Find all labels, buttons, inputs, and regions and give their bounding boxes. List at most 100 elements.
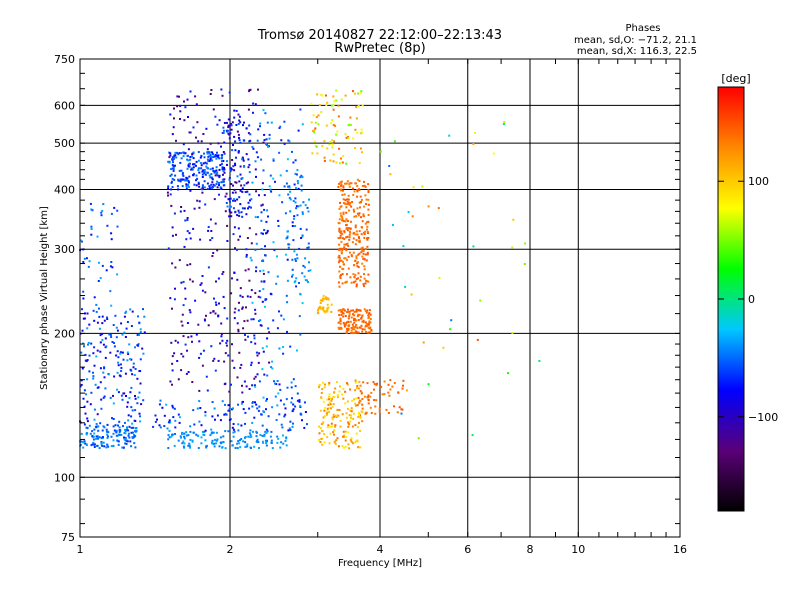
data-point [329,432,332,435]
data-point [354,243,357,246]
data-point [174,154,177,157]
data-point [254,292,257,295]
data-point [345,280,348,283]
data-point [237,122,240,125]
data-point [363,395,366,398]
data-point [304,279,307,282]
data-point [277,437,280,440]
data-point [116,225,119,228]
data-point [338,249,341,252]
data-point [232,184,234,187]
data-point [79,385,82,388]
data-point [293,183,296,186]
data-point [125,327,128,330]
data-point [367,399,370,402]
data-point [209,434,212,437]
data-point [182,355,185,358]
data-point [355,319,358,322]
data-point [342,186,345,189]
data-point [178,152,181,155]
data-point [318,104,321,106]
data-point [104,387,107,390]
data-point [387,391,390,394]
data-point [352,251,355,254]
data-point [327,424,330,427]
data-point [373,399,376,401]
data-point [363,184,366,187]
data-point [352,313,354,316]
data-point [298,399,301,402]
data-point [350,124,352,126]
data-point [233,317,236,320]
data-point [134,395,136,397]
data-point [450,319,453,322]
data-point [132,366,135,369]
data-point [259,324,262,327]
data-point [350,332,353,334]
data-point [123,432,126,434]
data-point [348,209,350,212]
data-point [268,185,271,188]
data-point [213,297,215,300]
data-point [211,178,214,181]
data-point [258,194,260,197]
data-point [364,310,367,312]
data-point [187,185,190,188]
data-point [82,297,85,300]
data-point [317,307,320,310]
data-point [361,185,364,187]
data-point [239,141,242,144]
data-point [103,445,106,448]
data-point [344,390,347,393]
data-point [234,447,237,449]
data-point [356,262,358,265]
data-point [369,326,372,329]
data-point [228,390,231,393]
data-point [294,172,297,175]
data-point [185,372,188,375]
data-point [236,175,239,178]
data-point [223,152,226,155]
data-point [342,213,345,216]
data-point [355,309,358,312]
data-point [225,192,228,195]
data-point [182,155,185,158]
data-point [348,185,351,188]
data-point [84,412,87,415]
data-point [241,295,244,298]
data-point [299,176,302,179]
data-point [116,388,119,391]
data-point [230,167,232,170]
data-point [448,134,451,137]
data-point [301,123,304,126]
data-point [285,169,288,172]
data-point [82,441,85,444]
data-point [290,386,293,389]
data-point [182,304,185,307]
data-point [99,422,102,425]
data-point [245,253,248,256]
data-point [200,154,203,157]
data-point [299,405,302,408]
data-point [232,144,234,146]
data-point [245,385,248,388]
data-point [194,95,197,98]
data-point [183,119,186,122]
data-point [173,178,176,181]
data-point [127,419,130,422]
data-point [333,440,336,443]
data-point [257,295,260,298]
data-point [196,121,199,124]
data-point [298,247,301,250]
data-point [181,172,184,174]
data-point [232,165,235,168]
data-point [204,291,207,294]
data-point [342,312,345,315]
data-point [83,257,86,260]
data-point [134,397,137,400]
data-point [312,129,315,132]
data-point [199,156,202,159]
data-point [112,432,115,435]
data-point [288,427,291,430]
data-point [248,279,251,282]
